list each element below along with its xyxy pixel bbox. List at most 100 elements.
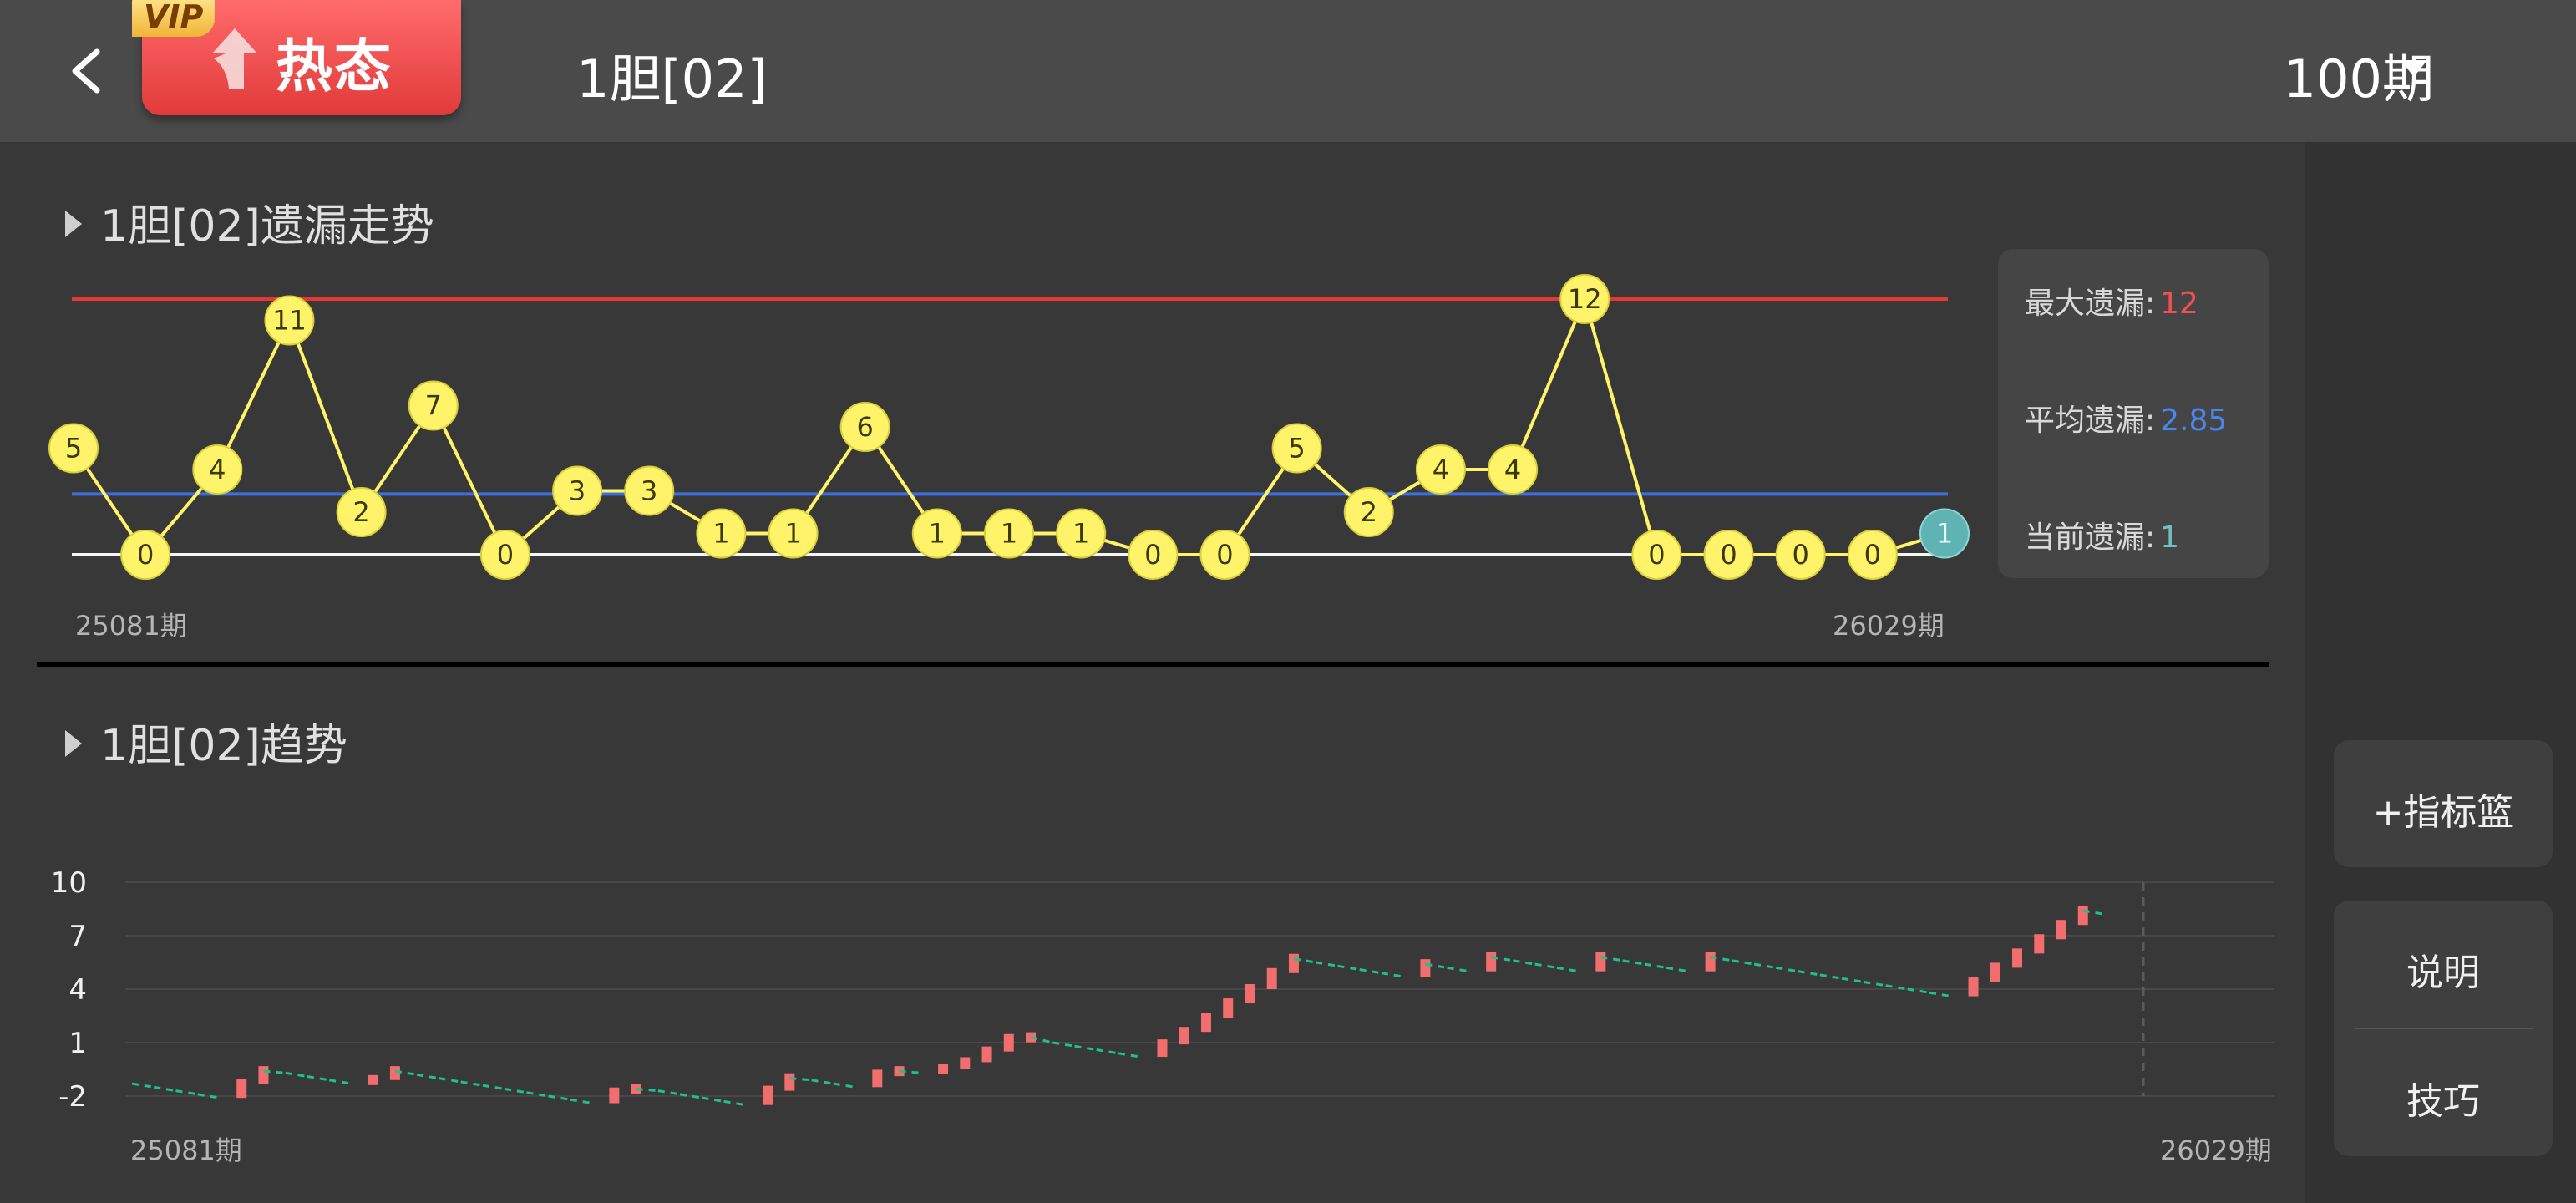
trend-rise-mark xyxy=(894,1066,905,1077)
stat-max-label: 最大遗漏: xyxy=(2025,287,2156,321)
trend-y-tick-label: 4 xyxy=(68,973,87,1007)
omission-point-label: 2 xyxy=(352,496,369,528)
omission-point-marker xyxy=(192,444,243,495)
trend-fall-segment xyxy=(394,1069,418,1076)
stat-max-value: 12 xyxy=(2160,287,2198,321)
trend-fall-segment xyxy=(636,1087,658,1093)
trend-rise-mark xyxy=(763,1085,773,1105)
trend-fall-segment xyxy=(789,1077,812,1082)
trend-fall-segment xyxy=(439,1077,461,1084)
indicator-basket-label: +指标篮 xyxy=(2372,791,2514,834)
omission-point-label: 0 xyxy=(1720,539,1737,571)
caret-down-icon[interactable] xyxy=(2399,58,2429,79)
period-dropdown[interactable]: 100期 xyxy=(2283,48,2434,109)
omission-point-label: 0 xyxy=(137,539,154,571)
side-help-group: 说明 技巧 xyxy=(2334,901,2553,1156)
omission-point-label: 11 xyxy=(272,305,307,337)
trend-rise-mark xyxy=(258,1066,269,1084)
omission-point: 6 xyxy=(839,402,890,452)
trend-rise-mark xyxy=(1288,953,1299,973)
trend-fall-segment xyxy=(702,1096,724,1103)
trend-fall-segment xyxy=(1819,973,1843,980)
trend-section-title-text: 1胆[02]趋势 xyxy=(100,721,347,771)
trend-rise-mark xyxy=(1200,1013,1211,1033)
stat-max: 最大遗漏: 12 xyxy=(2025,279,2198,322)
up-arrow-icon xyxy=(212,28,257,89)
omission-point-marker xyxy=(984,508,1034,559)
omission-point-marker xyxy=(336,487,387,537)
trend-fall-segment xyxy=(1622,959,1645,966)
omission-point-label: 1 xyxy=(1072,518,1089,550)
trend-fall-segment xyxy=(1425,962,1448,969)
omission-point: 7 xyxy=(408,380,459,431)
omission-point-marker xyxy=(552,465,603,516)
trend-fall-segment xyxy=(1447,966,1470,973)
omission-point-marker xyxy=(264,295,315,346)
omission-point: 4 xyxy=(1488,444,1539,495)
hot-state-button[interactable]: VIP 热态 xyxy=(132,0,461,115)
indicator-basket-button[interactable]: +指标篮 xyxy=(2334,740,2553,867)
omission-point: 11 xyxy=(264,295,315,346)
trend-fall-segment xyxy=(1885,984,1909,991)
trend-rise-mark xyxy=(1968,977,1979,997)
omission-point: 1 xyxy=(696,508,747,559)
trend-fall-segment xyxy=(1534,962,1558,969)
omission-point-label: 5 xyxy=(1288,433,1305,464)
trend-fall-segment xyxy=(1841,977,1864,983)
omission-x-start-label: 25081期 xyxy=(75,610,187,642)
trend-fall-segment xyxy=(657,1089,681,1096)
trend-fall-segment xyxy=(416,1073,439,1080)
trend-fall-segment xyxy=(899,1069,921,1074)
expand-triangle-icon xyxy=(65,211,82,237)
omission-point-marker xyxy=(1488,444,1539,495)
stat-avg: 平均遗漏: 2.85 xyxy=(2025,396,2227,439)
trend-fall-segment xyxy=(679,1093,702,1099)
trend-fall-segment xyxy=(1490,956,1514,962)
hot-state-label: 热态 xyxy=(276,34,393,100)
trend-fall-segment xyxy=(1753,962,1777,969)
trend-rise-mark xyxy=(1990,962,2000,982)
trend-y-tick-label: -2 xyxy=(58,1080,87,1114)
tips-button[interactable]: 技巧 xyxy=(2406,1080,2480,1123)
omission-point-label: 0 xyxy=(1864,539,1881,571)
trend-rise-mark xyxy=(2077,906,2088,926)
omission-section-title: 1胆[02]遗漏走势 xyxy=(65,190,434,253)
omission-point-marker xyxy=(1056,508,1107,559)
trend-rise-mark xyxy=(872,1069,883,1088)
omission-point-label: 0 xyxy=(1144,539,1161,571)
omission-point-label: 2 xyxy=(1361,496,1377,528)
omission-point: 3 xyxy=(552,465,603,516)
trend-fall-segment xyxy=(1732,959,1755,966)
trend-fall-segment xyxy=(1864,980,1886,987)
omission-point-marker xyxy=(48,423,99,474)
trend-y-tick-label: 7 xyxy=(68,920,87,953)
trend-fall-segment xyxy=(526,1091,549,1098)
back-arrow-icon[interactable] xyxy=(50,33,125,109)
section-divider xyxy=(37,662,2269,667)
omission-point-marker xyxy=(696,508,747,559)
omission-point: 5 xyxy=(1271,423,1322,474)
trend-fall-segment xyxy=(154,1085,176,1093)
trend-y-tick-label: 1 xyxy=(68,1027,87,1060)
trend-fall-segment xyxy=(263,1069,286,1074)
omission-point-label: 1 xyxy=(929,518,946,550)
trend-fall-segment xyxy=(1359,968,1382,975)
side-button-divider xyxy=(2354,1028,2533,1029)
omission-point-marker xyxy=(1559,274,1610,324)
trend-section-title: 1胆[02]趋势 xyxy=(65,710,347,773)
omission-point-marker xyxy=(479,530,530,580)
trend-rise-mark xyxy=(938,1064,949,1074)
trend-rise-mark xyxy=(389,1066,400,1080)
trend-fall-segment xyxy=(504,1087,527,1094)
expand-triangle-icon xyxy=(65,730,82,757)
omission-section-title-text: 1胆[02]遗漏走势 xyxy=(100,201,434,251)
trend-fall-segment xyxy=(1381,972,1404,978)
trend-fall-segment xyxy=(175,1089,198,1096)
omission-point-label: 4 xyxy=(1504,454,1521,485)
trend-fall-segment xyxy=(2082,909,2106,916)
omission-point-label: 0 xyxy=(1648,539,1665,571)
trend-fall-segment xyxy=(1118,1052,1141,1058)
omission-point-label: 4 xyxy=(1433,454,1449,485)
stat-avg-value: 2.85 xyxy=(2160,404,2228,438)
explain-button[interactable]: 说明 xyxy=(2406,952,2480,994)
